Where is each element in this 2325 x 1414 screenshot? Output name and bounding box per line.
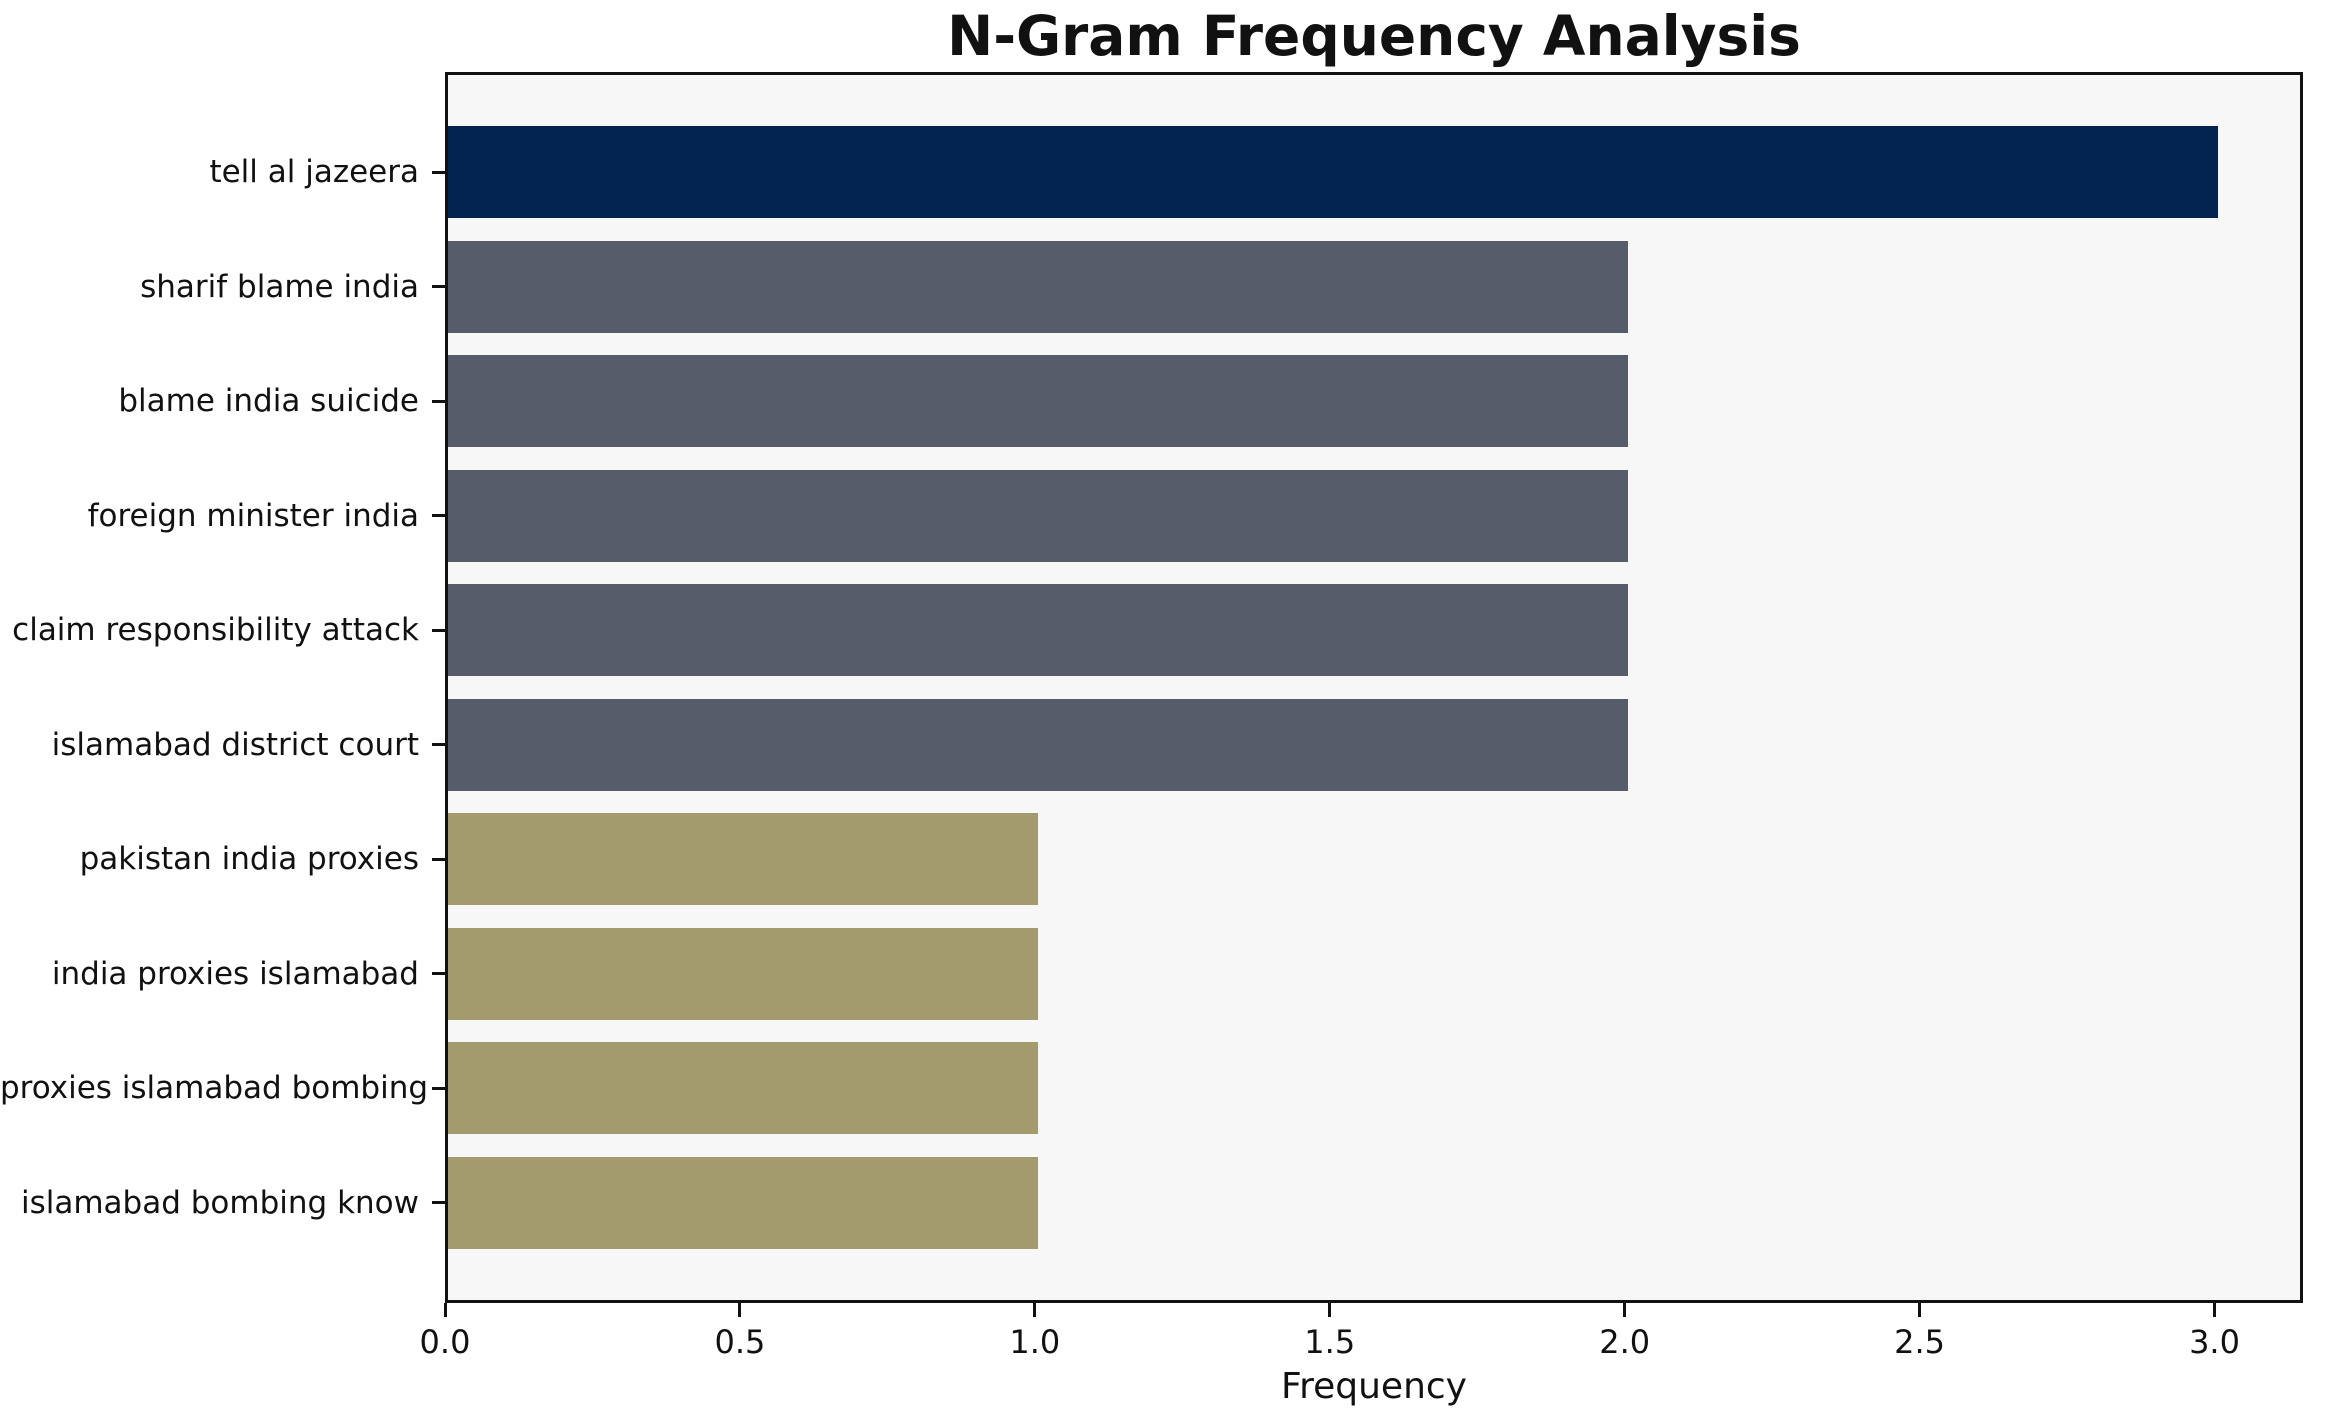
bar: [448, 698, 1628, 791]
chart-title: N-Gram Frequency Analysis: [947, 4, 1801, 68]
y-tick-mark: [432, 628, 445, 632]
x-tick-mark: [1918, 1303, 1922, 1317]
y-category-label: foreign minister india: [87, 497, 419, 534]
x-tick-label: 2.0: [1599, 1323, 1651, 1361]
x-axis-label: Frequency: [1281, 1366, 1467, 1407]
y-category-label: tell al jazeera: [209, 154, 419, 191]
x-tick-mark: [443, 1303, 447, 1317]
bar: [448, 240, 1628, 333]
x-tick-mark: [738, 1303, 742, 1317]
y-category-label: blame india suicide: [118, 383, 419, 420]
x-tick-label: 1.5: [1304, 1323, 1356, 1361]
y-category-label: claim responsibility attack: [12, 612, 419, 649]
x-tick-mark: [1328, 1303, 1332, 1317]
y-category-label: india proxies islamabad: [51, 955, 419, 992]
y-tick-mark: [432, 857, 445, 861]
y-tick-mark: [432, 1086, 445, 1090]
bar: [448, 355, 1628, 448]
y-tick-mark: [432, 170, 445, 174]
y-category-label: pakistan india proxies: [79, 841, 419, 878]
x-tick-mark: [2213, 1303, 2217, 1317]
y-category-label: proxies islamabad bombing: [0, 1070, 429, 1107]
x-tick-mark: [1033, 1303, 1037, 1317]
y-tick-mark: [432, 399, 445, 403]
y-tick-mark: [432, 285, 445, 289]
x-tick-label: 0.0: [419, 1323, 471, 1361]
bar: [448, 584, 1628, 677]
bar: [448, 813, 1038, 906]
y-category-label: sharif blame india: [140, 268, 419, 305]
y-tick-mark: [432, 743, 445, 747]
x-tick-label: 3.0: [2189, 1323, 2240, 1361]
x-tick-mark: [1623, 1303, 1627, 1317]
bar: [448, 126, 2218, 219]
x-tick-label: 0.5: [714, 1323, 766, 1361]
bar: [448, 927, 1038, 1020]
x-tick-label: 2.5: [1894, 1323, 1946, 1361]
y-category-label: islamabad bombing know: [20, 1184, 419, 1221]
bar: [448, 469, 1628, 562]
bar: [448, 1042, 1038, 1135]
y-tick-mark: [432, 514, 445, 518]
y-category-label: islamabad district court: [51, 726, 419, 763]
plot-area: [445, 72, 2303, 1303]
bar: [448, 1156, 1038, 1249]
x-tick-label: 1.0: [1009, 1323, 1061, 1361]
y-tick-mark: [432, 1201, 445, 1205]
y-tick-mark: [432, 972, 445, 976]
